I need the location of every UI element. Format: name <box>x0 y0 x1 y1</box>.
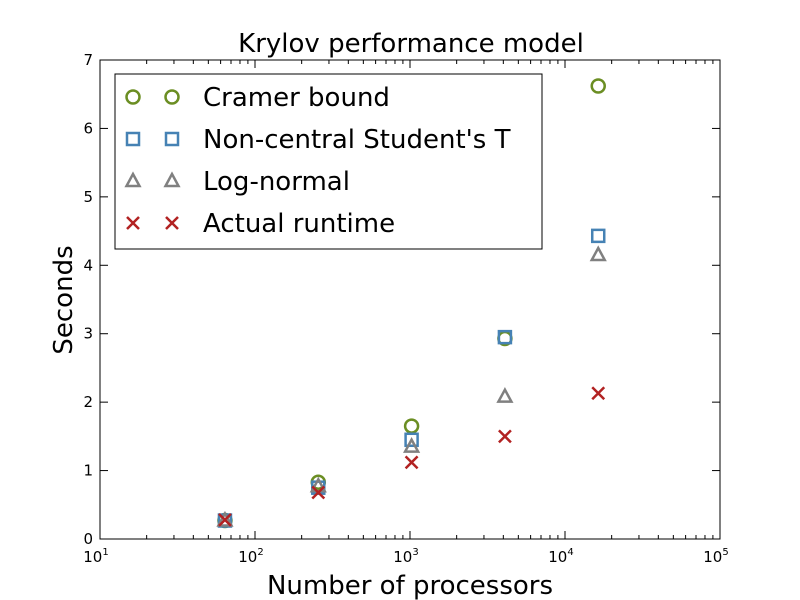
legend-box <box>114 73 543 250</box>
legend-marker <box>125 131 141 147</box>
y-tick-label: 6 <box>83 119 93 137</box>
x-axis: 101 102 103 104 105 <box>83 60 729 566</box>
data-point <box>498 429 512 444</box>
y-tick-label: 0 <box>83 530 93 548</box>
data-point <box>403 418 420 434</box>
legend-entry: Cramer bound <box>125 83 390 113</box>
x-tick-label-exponent: 1 <box>102 547 108 558</box>
data-point <box>589 245 607 262</box>
y-axis-label: Seconds <box>49 245 79 354</box>
x-tick-label: 105 <box>703 547 728 566</box>
y-tick-label: 2 <box>83 393 93 411</box>
legend-label: Actual runtime <box>203 209 395 239</box>
legend-marker <box>164 131 180 147</box>
y-tick-label: 7 <box>83 51 93 69</box>
data-point <box>590 78 606 94</box>
x-tick-label-base: 10 <box>393 548 412 566</box>
plot-area <box>216 78 607 529</box>
legend-label: Non-central Student's T <box>203 125 511 155</box>
x-tick-label-base: 10 <box>238 548 257 566</box>
legend-entry: Actual runtime <box>126 209 395 239</box>
legend-marker <box>165 216 179 230</box>
chart-title: Krylov performance model <box>238 29 584 59</box>
legend-entry: Non-central Student's T <box>125 125 511 155</box>
data-point <box>590 228 606 244</box>
x-tick-label-exponent: 3 <box>412 547 418 558</box>
x-tick-label-base: 10 <box>703 548 722 566</box>
data-point <box>402 436 421 453</box>
data-point <box>404 455 419 470</box>
data-point <box>497 329 513 345</box>
series-x <box>218 386 606 527</box>
legend-label: Log-normal <box>203 167 350 197</box>
series-square <box>217 228 606 528</box>
legend-marker <box>163 171 181 188</box>
x-tick-label-exponent: 4 <box>567 547 573 558</box>
data-point <box>591 386 606 401</box>
data-point <box>311 485 326 500</box>
legend-marker <box>164 89 180 105</box>
y-tick-label: 4 <box>83 256 93 274</box>
legend: Cramer bound Non-central Student's T Log-n… <box>114 73 543 250</box>
y-tick-label: 3 <box>83 325 93 343</box>
legend-label: Cramer bound <box>203 83 390 113</box>
data-point <box>496 387 514 403</box>
x-tick-label-exponent: 2 <box>257 547 263 558</box>
x-tick-label-base: 10 <box>83 548 102 566</box>
legend-marker <box>126 216 140 230</box>
data-point <box>216 510 234 527</box>
x-tick-label: 101 <box>83 547 108 566</box>
x-tick-label-exponent: 5 <box>722 547 728 558</box>
data-point <box>218 512 232 527</box>
y-tick-label: 5 <box>83 188 93 206</box>
y-axis: 0 1 2 3 4 5 6 7 <box>83 51 720 548</box>
data-point <box>404 432 419 448</box>
x-tick-label-base: 10 <box>548 548 567 566</box>
legend-marker <box>124 171 142 188</box>
x-axis-label: Number of processors <box>267 571 553 600</box>
x-tick-label: 104 <box>548 547 573 566</box>
legend-marker <box>125 89 141 105</box>
legend-entry: Log-normal <box>124 167 350 197</box>
y-tick-label: 1 <box>83 462 93 480</box>
x-tick-label: 102 <box>238 547 263 566</box>
x-tick-label: 103 <box>393 547 418 566</box>
series-triangle <box>216 245 607 527</box>
